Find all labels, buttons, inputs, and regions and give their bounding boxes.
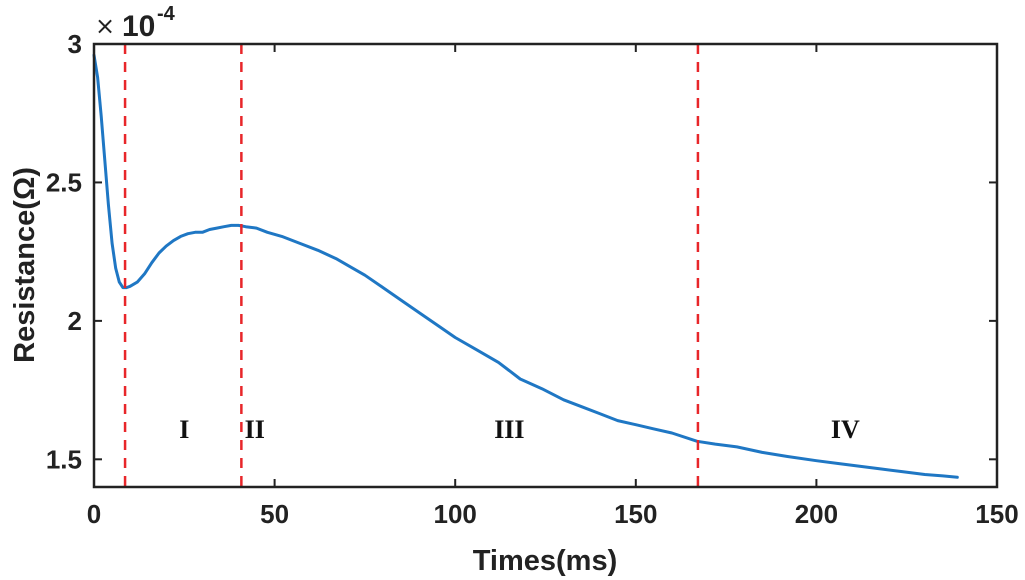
series-line-0 <box>92 53 959 479</box>
axes: 0 50 100 150 200 150 1.5 2 2.5 3 <box>46 29 1019 529</box>
y-axis-label: Resistance(Ω) <box>9 167 41 363</box>
phase-labels: I II III IV <box>179 415 860 444</box>
phase-label-i: I <box>179 415 189 444</box>
axes-box <box>92 42 999 489</box>
x-tick-label: 100 <box>434 499 477 529</box>
plot-background <box>94 44 997 487</box>
x-tick-label: 150 <box>614 499 657 529</box>
phase-label-iv: IV <box>831 415 860 444</box>
x-axis-label: Times(ms) <box>473 545 618 577</box>
x-tick-label: 200 <box>795 499 838 529</box>
data-series <box>92 53 959 479</box>
multiplier-times: × <box>95 12 115 40</box>
x-tick-label: 0 <box>87 499 101 529</box>
x-tick-label: 150 <box>975 499 1018 529</box>
multiplier-base: 10 <box>122 10 155 43</box>
phase-label-ii: II <box>245 415 265 444</box>
y-tick-label: 1.5 <box>46 444 82 474</box>
y-tick-label: 3 <box>68 29 82 59</box>
y-tick-label: 2.5 <box>46 167 82 197</box>
y-tick-label: 2 <box>68 306 82 336</box>
phase-divider-lines <box>123 44 700 487</box>
phase-label-iii: III <box>494 415 524 444</box>
plot-area <box>94 44 997 487</box>
multiplier-exponent: -4 <box>157 3 176 25</box>
y-axis-multiplier: × 10 -4 <box>95 3 176 43</box>
x-tick-label: 50 <box>260 499 289 529</box>
